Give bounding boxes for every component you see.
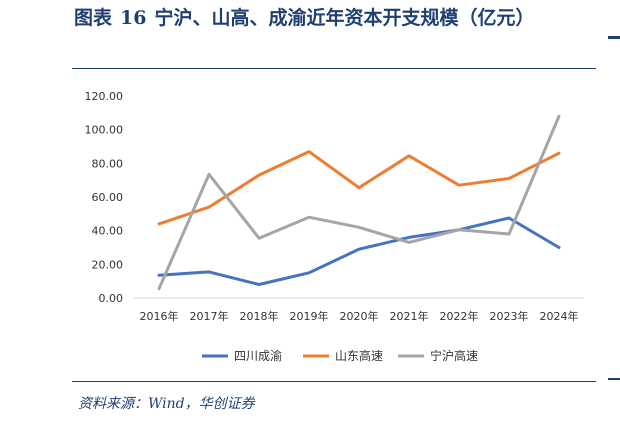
y-tick-label: 100.00 xyxy=(85,124,124,137)
edge-mark-top xyxy=(608,36,620,39)
series-lines xyxy=(157,114,561,291)
x-tick-label: 2023年 xyxy=(490,309,529,323)
x-tick-label: 2020年 xyxy=(340,309,379,323)
edge-mark-bottom xyxy=(608,378,620,380)
figure-title: 图表 16 宁沪、山高、成渝近年资本开支规模（亿元） xyxy=(74,4,574,33)
y-tick-label: 60.00 xyxy=(92,191,124,204)
legend-label: 宁沪高速 xyxy=(430,348,478,363)
y-tick-label: 120.00 xyxy=(85,90,124,103)
x-tick-label: 2019年 xyxy=(290,309,329,323)
y-tick-label: 0.00 xyxy=(99,292,124,305)
y-tick-label: 20.00 xyxy=(92,258,124,271)
x-tick-label: 2021年 xyxy=(390,309,429,323)
x-axis: 2016年 2017年 2018年 2019年 2020年 2021年 2022年 2023年… xyxy=(134,297,584,323)
top-rule xyxy=(72,68,596,69)
series-line-宁沪高速 xyxy=(157,114,561,291)
x-tick-label: 2016年 xyxy=(140,309,179,323)
y-tick-label: 40.00 xyxy=(92,225,124,238)
figure-caption: 宁沪、山高、成渝近年资本开支规模（亿元） xyxy=(154,7,535,29)
bottom-rule xyxy=(72,381,596,382)
y-tick-label: 80.00 xyxy=(92,157,124,170)
source-note: 资料来源：Wind，华创证券 xyxy=(78,396,255,412)
legend: 四川成渝 山东高速 宁沪高速 xyxy=(202,348,478,363)
figure-number: 16 xyxy=(120,7,147,29)
figure-label: 图表 xyxy=(74,7,113,29)
x-tick-label: 2024年 xyxy=(540,309,579,323)
x-tick-label: 2022年 xyxy=(440,309,479,323)
x-tick-label: 2017年 xyxy=(190,309,229,323)
legend-label: 山东高速 xyxy=(335,348,383,363)
series-line-四川成渝 xyxy=(157,216,561,286)
y-axis: 0.00 20.00 40.00 60.00 80.00 100.00 120.00 xyxy=(85,90,124,305)
x-tick-label: 2018年 xyxy=(240,309,279,323)
legend-label: 四川成渝 xyxy=(234,348,282,363)
